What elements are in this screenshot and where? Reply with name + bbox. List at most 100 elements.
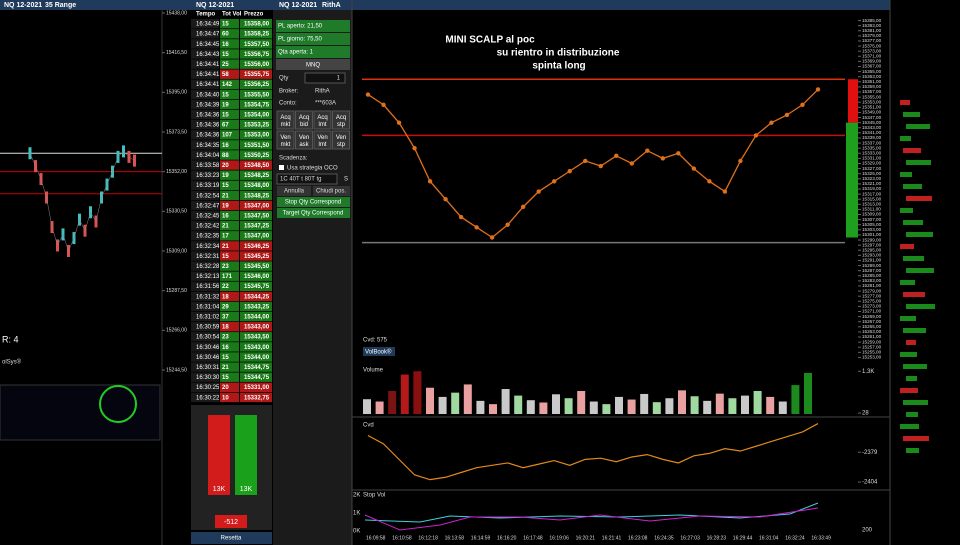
cell: 15348,00 <box>244 183 270 189</box>
column-header: Prezzo <box>244 12 264 18</box>
order-btn-label[interactable]: Ven ask <box>299 135 310 148</box>
order-btn-label[interactable]: Acq bid <box>299 115 309 128</box>
y-tick-label: 15269,00 <box>862 314 882 319</box>
cancel-btn[interactable] <box>277 186 311 196</box>
dom-bar <box>903 436 929 441</box>
order-btn-label[interactable]: Ven mkt <box>280 135 290 148</box>
dom-bar <box>903 364 927 369</box>
qty[interactable]: 1 <box>337 76 341 82</box>
order-btn[interactable] <box>313 110 332 130</box>
toggle-label[interactable]: Target Qty Correspond <box>283 211 344 217</box>
reset-label[interactable]: Resetta <box>221 536 242 542</box>
y-tick-label: 15267,00 <box>862 319 882 324</box>
row-time-bg <box>191 49 219 59</box>
dom-bar <box>906 340 916 345</box>
checkbox[interactable] <box>279 165 284 170</box>
volume-bar <box>602 404 611 414</box>
qty-box[interactable] <box>304 72 346 84</box>
row-time-bg <box>191 29 219 39</box>
row-price-bg <box>240 59 272 69</box>
cell: 15 <box>222 183 229 189</box>
y-tick-label: 15266,00 <box>166 328 187 334</box>
cell: 22 <box>222 284 229 290</box>
row-vol-bg <box>220 221 239 231</box>
row-time-bg <box>191 281 219 291</box>
row-price-bg <box>240 382 272 392</box>
cell: 15 <box>222 92 229 98</box>
reset-btn[interactable] <box>191 532 272 544</box>
row-vol-bg <box>220 130 239 140</box>
cell: 15345,25 <box>244 254 270 260</box>
order-btn-label[interactable]: Ven stp <box>336 135 346 148</box>
y-tick-label: 15339,00 <box>862 135 882 140</box>
close[interactable]: Chiudi pos. <box>316 189 346 195</box>
y-tick-label: 15363,00 <box>862 74 882 79</box>
cell: 16:33:19 <box>196 183 220 189</box>
strategy-btn[interactable]: S <box>344 177 348 183</box>
volume-bar <box>552 394 560 414</box>
cancel[interactable]: Annulla <box>284 189 305 195</box>
x-tick-label: 16:12:18 <box>418 535 438 541</box>
y-tick-label: 15385,00 <box>862 18 882 23</box>
cell: 19 <box>222 173 229 179</box>
order-btn[interactable] <box>276 130 295 150</box>
volume-bar <box>413 371 422 414</box>
dom-bar <box>900 388 918 393</box>
cell: 16:33:23 <box>196 173 220 179</box>
row-vol-bg <box>220 200 239 211</box>
x-tick-label: 16:09:58 <box>366 535 386 541</box>
order-btn-label[interactable]: Acq stp <box>336 115 346 128</box>
ts-title: NQ 12-2021 <box>196 2 234 9</box>
cell: 15356,00 <box>244 62 270 68</box>
cell: 171 <box>222 274 233 280</box>
order-btn[interactable] <box>313 130 332 150</box>
panel-title: Volume <box>363 368 384 374</box>
y-tick-label: 15307,00 <box>862 217 882 222</box>
order-btn-label[interactable]: Acq lmt <box>317 115 327 128</box>
y-tick-label: 15353,00 <box>862 99 882 104</box>
y-tick-label: 15293,00 <box>862 253 882 258</box>
row-time-bg <box>191 190 219 201</box>
instrument-box <box>276 59 350 70</box>
toggle-btn[interactable] <box>277 197 350 207</box>
cell: 16:32:34 <box>196 244 220 250</box>
volume-bar <box>615 396 623 414</box>
order-btn[interactable] <box>295 130 313 150</box>
dom-bar <box>903 292 925 297</box>
strategy-box[interactable] <box>276 173 338 185</box>
x-tick-label: 16:27:03 <box>680 535 700 541</box>
cell: 15357,50 <box>244 42 270 48</box>
order-btn[interactable] <box>332 130 350 150</box>
row-vol-bg <box>220 190 239 201</box>
y-tick-label: 15329,00 <box>862 161 882 166</box>
cell: 29 <box>222 304 229 310</box>
y-tick-label: 15325,00 <box>862 171 882 176</box>
toggle-btn[interactable] <box>277 208 350 218</box>
row-vol-bg <box>220 69 239 79</box>
dom-bar <box>903 148 921 153</box>
cell: 16:32:47 <box>196 203 220 209</box>
cell: 16:34:47 <box>196 32 220 38</box>
row-vol-bg <box>220 342 239 352</box>
cell: 16:31:04 <box>196 304 220 310</box>
expiry-label: Scadenza: <box>279 156 308 162</box>
row-time-bg <box>191 352 219 362</box>
toggle-label[interactable]: Stop Qty Correspond <box>285 200 341 206</box>
broker-label: Broker: <box>279 89 299 95</box>
volume-bar <box>804 372 812 414</box>
order-btn-label[interactable]: Ven lmt <box>317 135 327 148</box>
order-btn[interactable] <box>295 110 313 130</box>
row-time-bg <box>191 19 219 29</box>
y-tick-label: 15315,00 <box>862 196 882 201</box>
cell: 16:30:22 <box>196 395 220 401</box>
order-btn[interactable] <box>332 110 350 130</box>
row-time-bg <box>191 120 219 130</box>
y-tick-label: 15379,00 <box>862 33 882 38</box>
row-vol-bg <box>220 322 239 332</box>
cell: 15347,00 <box>244 203 270 209</box>
cell: 67 <box>222 123 229 129</box>
order-btn[interactable] <box>276 110 295 130</box>
order-btn-label[interactable]: Acq mkt <box>280 115 290 128</box>
close-btn[interactable] <box>313 186 350 196</box>
x-tick-label: 16:21:41 <box>602 535 622 541</box>
